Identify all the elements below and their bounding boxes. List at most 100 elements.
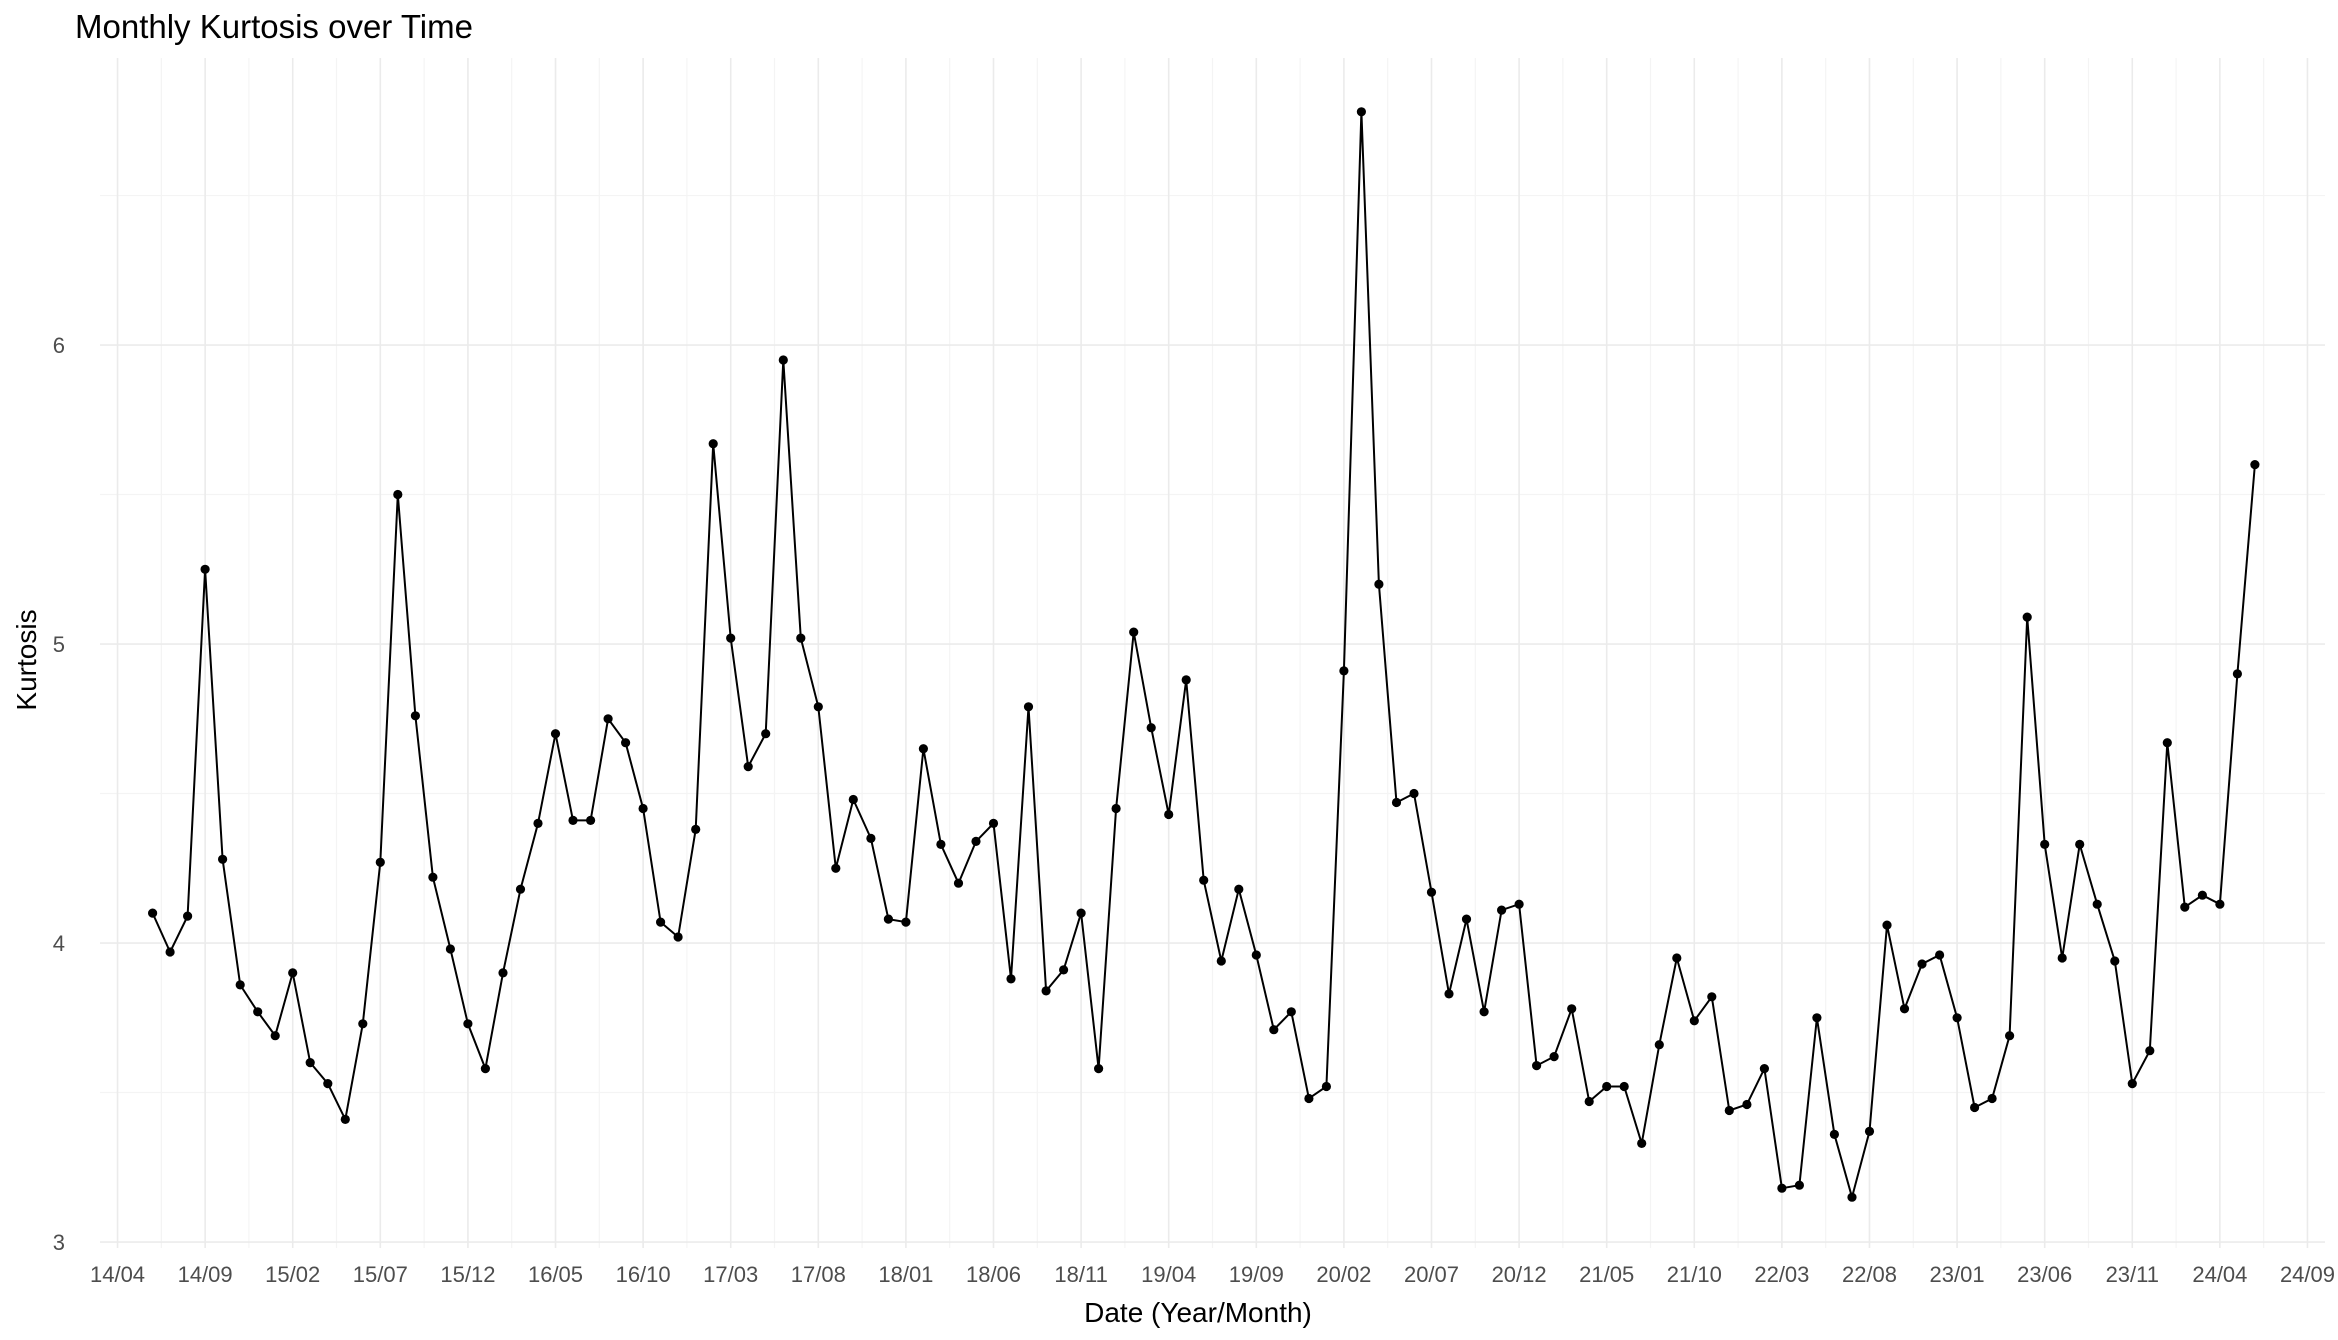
- data-point: [1059, 965, 1069, 975]
- x-tick-label: 17/08: [791, 1262, 846, 1287]
- data-point: [1847, 1192, 1857, 1202]
- data-point: [1146, 723, 1156, 733]
- data-point: [1567, 1004, 1577, 1014]
- data-point: [1987, 1093, 1997, 1104]
- x-tick-label: 17/03: [703, 1262, 758, 1287]
- data-point: [2075, 839, 2085, 850]
- y-tick-label: 6: [53, 333, 65, 358]
- data-point: [1269, 1025, 1279, 1035]
- data-point: [1461, 914, 1472, 924]
- x-tick-label: 23/01: [1930, 1262, 1985, 1287]
- x-tick-label: 14/09: [178, 1262, 233, 1287]
- data-point: [1426, 887, 1437, 897]
- data-point: [866, 833, 876, 844]
- x-tick-label: 24/04: [2192, 1262, 2247, 1287]
- data-point: [778, 355, 788, 365]
- data-point: [2022, 612, 2032, 622]
- data-point: [638, 803, 648, 814]
- x-tick-label: 24/09: [2280, 1262, 2335, 1287]
- x-tick-label: 14/04: [90, 1262, 145, 1287]
- data-point: [691, 824, 701, 835]
- data-point: [1812, 1013, 1822, 1023]
- data-point: [2040, 839, 2050, 850]
- data-point: [2127, 1079, 2137, 1089]
- y-axis-tick-labels: 3 4 5 6: [53, 333, 65, 1255]
- data-point: [1689, 1016, 1699, 1026]
- x-tick-label: 22/03: [1754, 1262, 1809, 1287]
- data-point: [1356, 107, 1366, 117]
- data-point: [568, 815, 578, 826]
- data-point: [2145, 1046, 2155, 1056]
- data-point: [1742, 1099, 1752, 1110]
- data-point: [2180, 902, 2190, 912]
- data-point: [1164, 809, 1174, 820]
- data-point: [813, 702, 823, 712]
- x-tick-label: 20/07: [1404, 1262, 1459, 1287]
- x-tick-label: 15/07: [353, 1262, 408, 1287]
- x-tick-label: 23/06: [2017, 1262, 2072, 1287]
- data-point: [1409, 788, 1419, 799]
- data-point: [375, 857, 385, 867]
- data-point: [393, 489, 403, 500]
- data-point: [1111, 803, 1121, 814]
- data-point: [323, 1079, 333, 1089]
- data-point: [586, 815, 596, 826]
- data-point: [1672, 953, 1682, 963]
- data-point: [2250, 460, 2260, 470]
- data-point: [761, 729, 771, 739]
- data-point: [183, 911, 193, 921]
- data-point: [708, 439, 718, 449]
- x-tick-label: 21/10: [1667, 1262, 1722, 1287]
- data-point: [1304, 1093, 1314, 1104]
- x-tick-label: 23/11: [2106, 1262, 2159, 1287]
- data-point: [1637, 1138, 1647, 1148]
- data-point: [1006, 974, 1016, 984]
- data-point: [1094, 1064, 1104, 1074]
- data-point: [1532, 1061, 1542, 1071]
- data-point: [270, 1031, 280, 1041]
- x-tick-label: 15/12: [440, 1262, 495, 1287]
- data-point: [340, 1114, 350, 1124]
- data-point: [883, 914, 894, 924]
- x-tick-label: 15/02: [265, 1262, 320, 1287]
- data-point: [971, 836, 981, 847]
- data-point: [1497, 905, 1507, 915]
- data-point: [621, 738, 631, 748]
- data-point: [673, 932, 683, 942]
- data-point: [1829, 1129, 1839, 1139]
- y-tick-label: 4: [53, 931, 65, 956]
- x-tick-label: 16/05: [528, 1262, 583, 1287]
- data-point: [1549, 1052, 1559, 1062]
- data-point: [1479, 1007, 1489, 1017]
- data-point: [550, 729, 561, 739]
- data-point: [831, 863, 841, 873]
- data-point: [1952, 1013, 1962, 1023]
- data-point: [2162, 738, 2172, 748]
- data-point: [1707, 992, 1717, 1002]
- data-point: [988, 818, 999, 829]
- data-point: [603, 714, 613, 724]
- data-point: [305, 1058, 315, 1068]
- data-point: [463, 1019, 473, 1029]
- data-point: [918, 744, 929, 754]
- data-point: [1286, 1007, 1296, 1017]
- data-point: [1444, 989, 1454, 999]
- data-point: [1619, 1081, 1629, 1092]
- data-point: [1917, 959, 1927, 969]
- x-tick-label: 18/06: [966, 1262, 1021, 1287]
- data-point: [2232, 669, 2242, 679]
- x-axis-title: Date (Year/Month): [1084, 1297, 1312, 1328]
- x-tick-label: 20/12: [1492, 1262, 1547, 1287]
- data-point: [1339, 666, 1349, 676]
- data-point: [498, 968, 508, 978]
- data-point: [1129, 627, 1139, 637]
- data-point: [743, 762, 753, 772]
- data-point: [936, 839, 946, 850]
- data-point: [1882, 920, 1892, 930]
- x-tick-label: 20/02: [1316, 1262, 1371, 1287]
- data-point: [2005, 1031, 2015, 1041]
- data-point: [410, 711, 420, 721]
- data-point: [1777, 1183, 1787, 1193]
- data-point: [848, 794, 858, 805]
